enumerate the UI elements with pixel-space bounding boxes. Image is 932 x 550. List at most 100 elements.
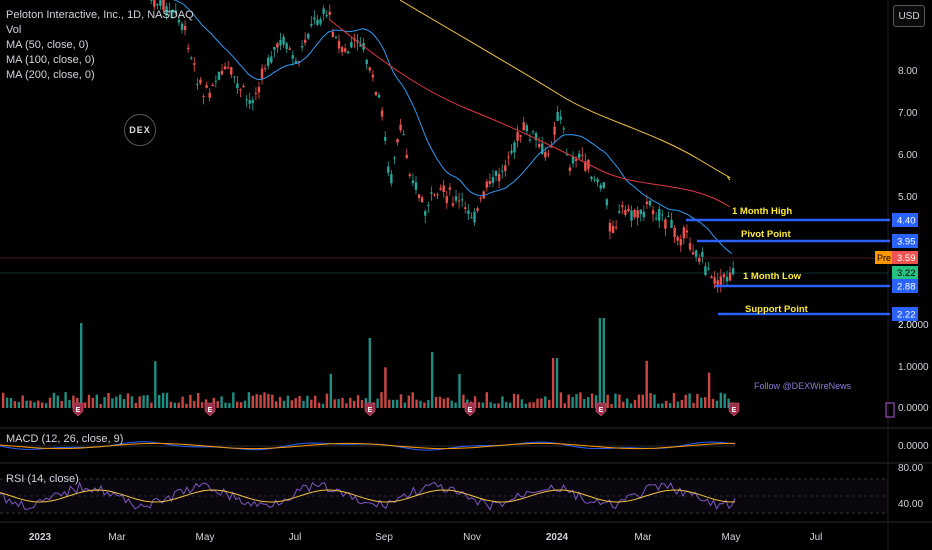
level-label: 1 Month High: [732, 206, 792, 217]
volume-bar: [13, 401, 17, 408]
volume-bar: [72, 395, 75, 408]
candle-body: [359, 44, 362, 47]
candle-body: [402, 134, 405, 136]
last-price-value: 3.22: [897, 268, 916, 279]
volume-bar: [243, 400, 247, 408]
volume-bar: [536, 398, 539, 408]
candle-body: [150, 0, 153, 1]
candle-body: [614, 227, 618, 229]
dex-logo: DEX: [124, 114, 156, 146]
candle-body: [525, 125, 529, 132]
candle-body: [214, 80, 218, 82]
volume-bar: [294, 398, 297, 408]
volume-bar: [661, 403, 664, 408]
volume-bar: [173, 402, 176, 408]
legend-ma100[interactable]: MA (100, close, 0): [6, 54, 95, 66]
candle-body: [267, 57, 270, 66]
volume-bar: [684, 394, 687, 408]
level-price-value: 3.95: [897, 237, 916, 248]
volume-bar: [142, 395, 145, 408]
volume-bar: [407, 395, 410, 408]
candle-body: [328, 11, 331, 15]
volume-bar: [107, 392, 110, 408]
volume-bar: [317, 402, 321, 408]
candle-body: [260, 68, 264, 80]
rsi-label[interactable]: RSI (14, close): [6, 473, 79, 485]
candle-body: [664, 219, 667, 229]
volume-bar: [715, 400, 719, 408]
candle-body: [491, 177, 495, 183]
volume-bar: [707, 372, 711, 408]
volume-bar: [376, 398, 379, 408]
volume-bar: [111, 398, 114, 408]
volume-bar: [64, 392, 67, 408]
volume-bar: [727, 398, 730, 408]
macd-label[interactable]: MACD (12, 26, close, 9): [6, 433, 124, 445]
volume-bar: [544, 396, 547, 408]
ma200-line: [399, 0, 731, 181]
candle-body: [445, 196, 448, 204]
legend-ma50[interactable]: MA (50, close, 0): [6, 39, 89, 51]
volume-bar: [583, 399, 586, 408]
volume-bar: [263, 392, 266, 408]
candle-body: [522, 122, 525, 131]
level-price-tag: [892, 213, 918, 227]
candle-body: [276, 43, 279, 48]
candle-body: [467, 210, 470, 214]
volume-bar: [680, 399, 683, 408]
volume-bar: [5, 397, 9, 408]
level-price-tag: [892, 234, 918, 248]
volume-bar: [668, 403, 672, 408]
pre-price-tag: [892, 251, 918, 264]
candle-body: [347, 51, 350, 54]
candle-body: [651, 210, 655, 215]
candle-body: [294, 60, 298, 63]
volume-bar: [540, 398, 543, 408]
volume-axis-label: 1.0000: [898, 362, 929, 373]
volume-bar: [44, 403, 48, 408]
legend-vol[interactable]: Vol: [6, 24, 22, 36]
candle-body: [667, 215, 670, 217]
volume-bar: [489, 402, 492, 408]
earnings-icon: [728, 402, 740, 417]
rsi-axis-label: 40.00: [898, 499, 923, 510]
candle-body: [211, 84, 214, 87]
volume-bar: [520, 399, 524, 408]
candle-body: [584, 161, 587, 171]
pre-tag: [875, 251, 892, 264]
time-axis-label: 2024: [546, 532, 569, 543]
candle-body: [220, 70, 224, 75]
candle-body: [624, 209, 627, 215]
candle-body: [307, 33, 310, 39]
pre-tag-label: Pre: [877, 253, 891, 263]
symbol-title[interactable]: Peloton Interactive, Inc., 1D, NASDAQ: [6, 9, 194, 21]
volume-bar: [360, 400, 364, 408]
candle-body: [226, 67, 230, 69]
volume-bar: [189, 394, 192, 408]
candle-body: [180, 23, 184, 30]
volume-bar: [614, 393, 617, 408]
volume-bar: [33, 402, 36, 408]
volume-bar: [333, 399, 336, 408]
volume-bar: [431, 351, 434, 408]
volume-bar: [438, 396, 442, 408]
volume-bar: [267, 393, 270, 408]
candle-body: [162, 0, 165, 11]
time-axis-label: Mar: [108, 532, 126, 543]
candle-body: [701, 252, 704, 257]
volume-bar: [91, 397, 95, 408]
volume-bar: [115, 396, 118, 408]
volume-bar: [528, 402, 531, 408]
currency-button[interactable]: USD: [893, 5, 925, 27]
legend-ma200[interactable]: MA (200, close, 0): [6, 69, 95, 81]
volume-bar: [458, 373, 461, 408]
candle-body: [488, 181, 492, 184]
candle-body: [331, 31, 335, 37]
volume-bar: [99, 403, 102, 408]
earnings-icon-label: E: [76, 407, 81, 414]
candle-body: [365, 59, 368, 65]
candle-body: [633, 210, 636, 218]
candle-body: [621, 205, 624, 207]
candle-body: [630, 210, 633, 221]
